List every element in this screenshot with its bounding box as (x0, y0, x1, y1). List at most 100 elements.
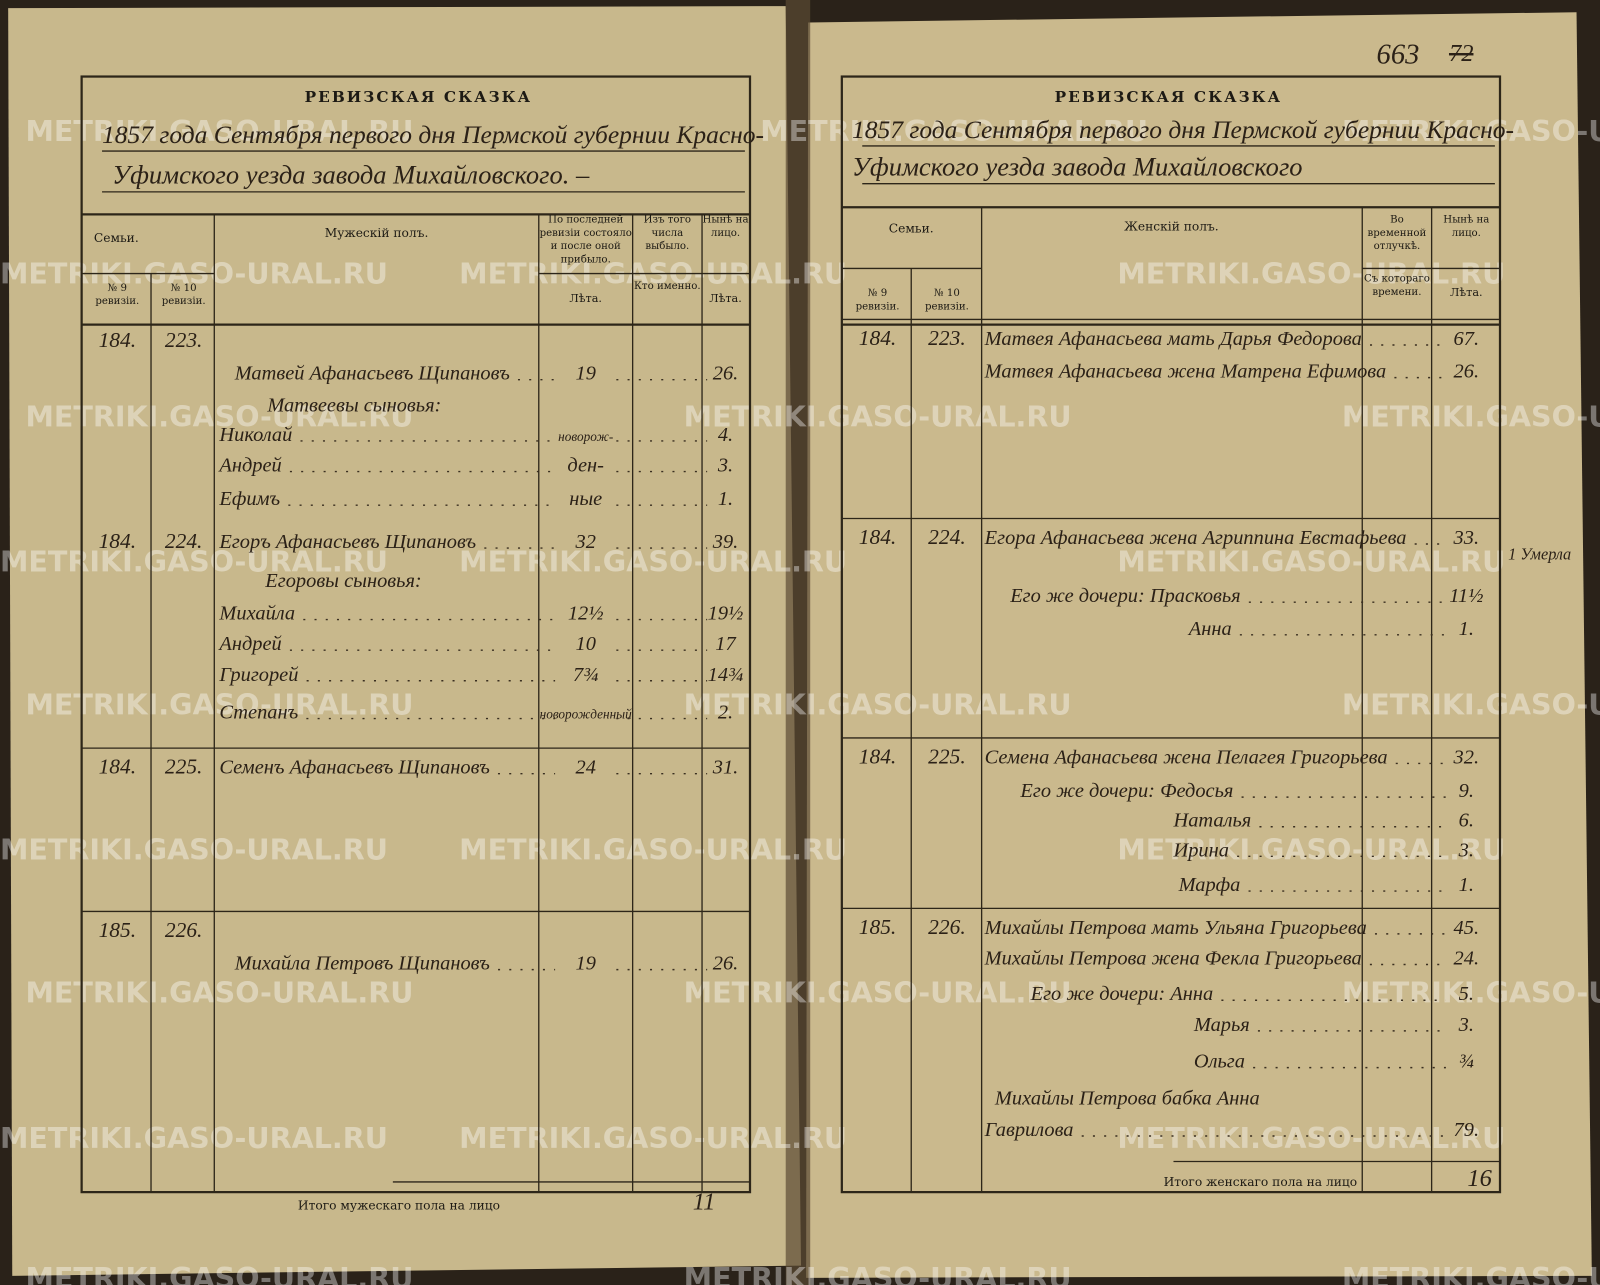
footer-label: Итого женскаго пола на лицо (1164, 1175, 1358, 1189)
watermark: METRIKI.GASO-URAL.RU (0, 1121, 388, 1155)
years-present: 39. (712, 531, 739, 553)
person-name: Матвея Афанасьева жена Матрена Ефимова (984, 361, 1387, 383)
column-header: Изъ того числа выбыло. (644, 215, 691, 253)
watermark: METRIKI.GASO-URAL.RU (684, 687, 1072, 721)
person-name: Степанъ (219, 702, 298, 724)
watermark: METRIKI.GASO-URAL.RU (684, 400, 1072, 434)
column-header: Лѣта. (1450, 286, 1483, 299)
family-no9: 184. (859, 525, 896, 549)
person-name: Ефимъ (218, 488, 280, 510)
header-line: 1857 года Сентября первого дня Пермской … (852, 115, 1514, 144)
years-present: 5. (1459, 983, 1474, 1005)
years-present: 3. (717, 455, 733, 477)
column-header: Во временной отлучкѣ. (1368, 215, 1427, 253)
person-name: Егоровы сыновья: (264, 570, 421, 592)
years-last-revision: 10 (576, 633, 596, 655)
person-name: Ирина (1172, 839, 1228, 861)
years-present: 26. (1454, 361, 1480, 383)
watermark: METRIKI.GASO-URAL.RU (0, 545, 388, 579)
person-name: Егоръ Афанасьевъ Щипановъ (218, 531, 476, 553)
family-no9: 185. (99, 918, 136, 942)
watermark: METRIKI.GASO-URAL.RU (684, 975, 1072, 1009)
column-header: № 9 ревизіи. (856, 288, 900, 312)
column-header: Семьи. (889, 222, 934, 236)
years-present: 1. (1459, 874, 1474, 896)
years-last-revision: 24 (576, 757, 596, 779)
family-no9: 184. (99, 529, 136, 553)
family-no10: 226. (928, 915, 965, 939)
person-name: Семена Афанасьева жена Пелагея Григорьев… (985, 746, 1388, 768)
person-name: Анна (1187, 618, 1232, 640)
person-name: Михайлы Петрова бабка Анна (994, 1087, 1260, 1109)
person-name: Гаврилова (984, 1119, 1074, 1141)
page-number: 663 (1377, 39, 1420, 70)
family-no10: 225. (928, 744, 965, 768)
family-no9: 185. (859, 915, 896, 939)
column-header: Лѣта. (709, 292, 742, 305)
header-line: Уфимского уезда завода Михайловского. – (112, 160, 590, 190)
person-name: Матвеевы сыновья: (266, 394, 441, 416)
years-last-revision: 19 (576, 953, 596, 975)
family-no9: 184. (99, 755, 136, 779)
watermark: METRIKI.GASO-URAL.RU (26, 114, 414, 148)
person-name: Михайла Петровъ Щипановъ (234, 953, 490, 975)
years-last-revision: 12½ (568, 603, 604, 625)
person-name: Семенъ Афанасьевъ Щипановъ (219, 757, 489, 779)
years-present: ¾ (1459, 1051, 1474, 1073)
years-present: 31. (712, 757, 739, 779)
years-present: 67. (1454, 328, 1480, 350)
content: 663 72 METRIKI.GASO-URAL.RU METRIKI.GASO-UR… (0, 39, 1600, 1285)
watermark: METRIKI.GASO-URAL.RU (26, 687, 414, 721)
watermark: METRIKI.GASO-URAL.RU (459, 545, 847, 579)
footer-total: 11 (693, 1188, 716, 1215)
gutter (785, 0, 811, 1285)
years-present: 17 (715, 633, 736, 655)
column-header: № 10 ревизіи. (925, 288, 969, 312)
column-header: По последней ревизіи состояло и после оной… (540, 215, 632, 266)
watermark: METRIKI.GASO-URAL.RU (459, 832, 847, 866)
watermark: METRIKI.GASO-URAL.RU (26, 1261, 414, 1285)
column-header: Мужескій полъ. (325, 226, 429, 240)
footer-label: Итого мужескаго пола на лицо (298, 1198, 500, 1212)
header-line: 1857 года Сентября первого дня Пермской … (102, 120, 764, 149)
years-present: 11½ (1449, 585, 1483, 607)
years-present: 26. (713, 953, 739, 975)
watermark: METRIKI.GASO-URAL.RU (0, 832, 388, 866)
right-page (806, 12, 1592, 1278)
column-header: Нынѣ на лицо. (1443, 214, 1489, 239)
years-present: 1. (718, 488, 733, 510)
watermark: METRIKI.GASO-URAL.RU (1117, 257, 1505, 291)
person-name: Ольга (1194, 1051, 1245, 1073)
page-title: РЕВИЗСКАЯ СКАЗКА (305, 88, 533, 106)
years-last-revision: 32 (575, 531, 596, 553)
watermark: METRIKI.GASO-URAL.RU (760, 114, 1148, 148)
column-header: Съ котораго времени. (1364, 274, 1430, 298)
years-present: 26. (713, 363, 739, 385)
years-present: 79. (1454, 1119, 1480, 1141)
watermark: METRIKI.GASO-URAL.RU (1117, 545, 1505, 579)
family-no9: 184. (99, 328, 136, 352)
years-last-revision: новорожденный (540, 707, 632, 722)
watermark: METRIKI.GASO-URAL.RU (684, 1261, 1072, 1285)
watermark: METRIKI.GASO-URAL.RU (26, 975, 414, 1009)
years-present: 45. (1454, 917, 1480, 939)
years-present: 32. (1453, 746, 1480, 768)
person-name: Григорей (218, 664, 298, 686)
person-name: Михайлы Петрова жена Фекла Григорьева (984, 948, 1362, 970)
person-name: Марья (1193, 1014, 1250, 1036)
column-header: № 9 ревизіи. (95, 283, 139, 307)
family-no10: 224. (928, 525, 965, 549)
years-present: 2. (718, 702, 733, 724)
family-no10: 225. (165, 755, 202, 779)
watermark: METRIKI.GASO-URAL.RU (1117, 1121, 1505, 1155)
watermark: METRIKI.GASO-URAL.RU (1342, 975, 1600, 1009)
years-last-revision: ден- (567, 455, 604, 477)
person-name: Матвея Афанасьева мать Дарья Федорова (984, 328, 1362, 350)
column-header: № 10 ревизіи. (162, 283, 206, 307)
footer-total: 16 (1467, 1165, 1492, 1192)
column-header: Нынѣ на лицо. (702, 214, 748, 239)
column-header: Семьи. (94, 231, 139, 245)
family-no10: 223. (165, 328, 202, 352)
family-no9: 184. (859, 744, 896, 768)
